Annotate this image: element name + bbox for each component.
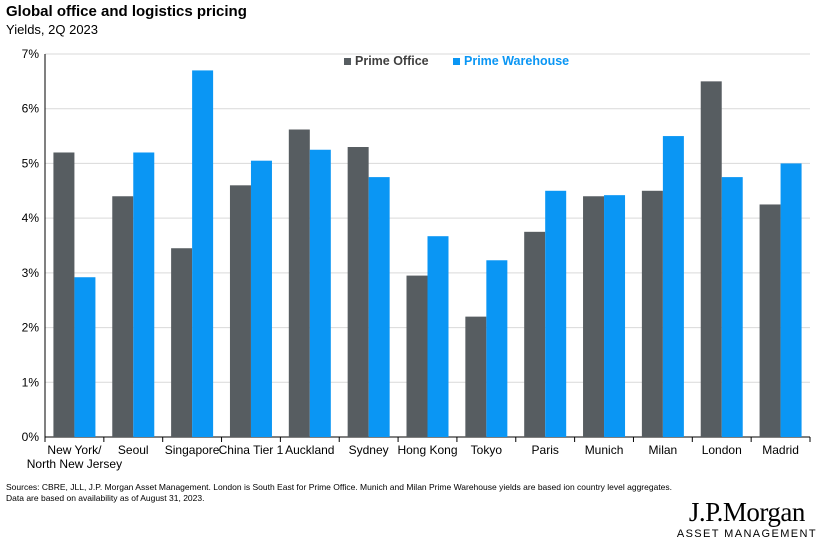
bar-prime-office <box>53 152 75 437</box>
bar-prime-warehouse <box>309 149 331 437</box>
bar-prime-office <box>288 129 310 437</box>
x-category-label: Milan <box>649 443 678 457</box>
bar-prime-office <box>171 248 193 437</box>
bar-prime-office <box>229 185 251 437</box>
bar-prime-warehouse <box>133 152 155 437</box>
bar-prime-office <box>583 196 605 437</box>
y-tick-label: 5% <box>22 156 40 170</box>
footnote-sources: Sources: CBRE, JLL, J.P. Morgan Asset Ma… <box>6 482 673 492</box>
chart-title: Global office and logistics pricing <box>6 3 247 20</box>
x-category-label: China Tier 1 <box>219 443 284 457</box>
bar-chart: 0% 1% 2% 3% 4% 5% 6% 7% New York/North New Jerse… <box>22 47 811 471</box>
x-category-label: Seoul <box>118 443 149 457</box>
bar-prime-warehouse <box>662 136 684 438</box>
jpmorgan-logo: J.P.Morgan ASSET MANAGEMENT <box>677 498 817 540</box>
x-category-label: Auckland <box>285 443 334 457</box>
legend-swatch <box>453 58 460 65</box>
x-category-label: Singapore <box>165 443 220 457</box>
y-tick-label: 7% <box>22 47 40 61</box>
bar-prime-warehouse <box>721 177 743 437</box>
bar-prime-office <box>524 231 546 437</box>
x-category-label: London <box>702 443 742 457</box>
logo-subtitle: ASSET MANAGEMENT <box>676 528 817 540</box>
x-category-label: New York/North New Jersey <box>27 443 122 471</box>
y-tick-label: 6% <box>22 102 40 116</box>
bar-prime-warehouse <box>780 163 802 437</box>
x-category-label: Madrid <box>762 443 799 457</box>
bar-prime-warehouse <box>545 190 567 437</box>
logo-wordmark: J.P.Morgan <box>688 497 806 527</box>
bar-prime-warehouse <box>250 160 272 437</box>
bar-prime-office <box>700 81 722 437</box>
x-category-label: Hong Kong <box>397 443 457 457</box>
footnotes: Sources: CBRE, JLL, J.P. Morgan Asset Ma… <box>6 482 686 504</box>
y-tick-label: 3% <box>22 266 40 280</box>
bar-prime-office <box>112 196 134 437</box>
legend-label: Prime Warehouse <box>464 54 569 68</box>
x-category-label: Sydney <box>349 443 389 457</box>
chart-subtitle: Yields, 2Q 2023 <box>6 22 99 37</box>
bar-prime-office <box>641 190 663 437</box>
legend-swatch <box>344 58 351 65</box>
bar-prime-office <box>759 204 781 437</box>
bar-prime-office <box>465 316 487 437</box>
bar-prime-office <box>406 275 428 437</box>
y-tick-label: 0% <box>22 430 40 444</box>
x-category-label: Munich <box>585 443 624 457</box>
legend-label: Prime Office <box>355 54 429 68</box>
y-tick-label: 4% <box>22 211 40 225</box>
footnote-data-date: Data are based on availability as of Aug… <box>6 493 205 503</box>
bar-prime-warehouse <box>368 177 390 437</box>
y-tick-label: 1% <box>22 375 40 389</box>
bar-prime-warehouse <box>74 277 96 437</box>
bar-prime-warehouse <box>486 260 508 437</box>
x-category-label: Tokyo <box>471 443 503 457</box>
bar-prime-office <box>347 147 369 437</box>
bar-prime-warehouse <box>604 195 626 437</box>
x-category-label: Paris <box>532 443 559 457</box>
y-tick-label: 2% <box>22 321 40 335</box>
bar-prime-warehouse <box>192 70 214 438</box>
bar-prime-warehouse <box>427 236 449 437</box>
